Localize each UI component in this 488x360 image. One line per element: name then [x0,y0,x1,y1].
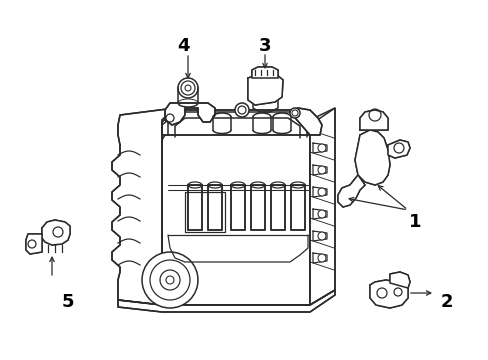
Polygon shape [354,130,389,185]
Polygon shape [389,272,409,288]
Polygon shape [247,75,283,105]
Polygon shape [387,140,409,158]
Polygon shape [164,103,215,125]
Polygon shape [187,185,202,230]
Circle shape [235,103,248,117]
Polygon shape [26,234,42,254]
Polygon shape [270,185,285,230]
Circle shape [178,78,198,98]
Polygon shape [337,175,364,207]
Text: 2: 2 [440,293,452,311]
Polygon shape [162,130,309,305]
Circle shape [317,210,325,218]
Circle shape [317,254,325,262]
Text: 5: 5 [61,293,74,311]
Polygon shape [207,185,222,230]
Circle shape [317,188,325,196]
Polygon shape [112,108,175,305]
Circle shape [289,108,299,118]
Circle shape [142,252,198,308]
Circle shape [317,232,325,240]
Polygon shape [369,280,407,308]
Circle shape [317,166,325,174]
Circle shape [165,276,174,284]
Polygon shape [250,185,264,230]
Text: 4: 4 [176,37,189,55]
Polygon shape [162,110,309,135]
Text: 1: 1 [408,213,420,231]
Polygon shape [118,290,334,312]
Polygon shape [359,110,387,130]
Polygon shape [42,220,70,245]
Polygon shape [230,185,244,230]
Polygon shape [251,67,278,78]
Circle shape [317,144,325,152]
Text: 3: 3 [258,37,271,55]
Polygon shape [309,108,334,305]
Polygon shape [290,185,305,230]
Polygon shape [289,108,321,135]
